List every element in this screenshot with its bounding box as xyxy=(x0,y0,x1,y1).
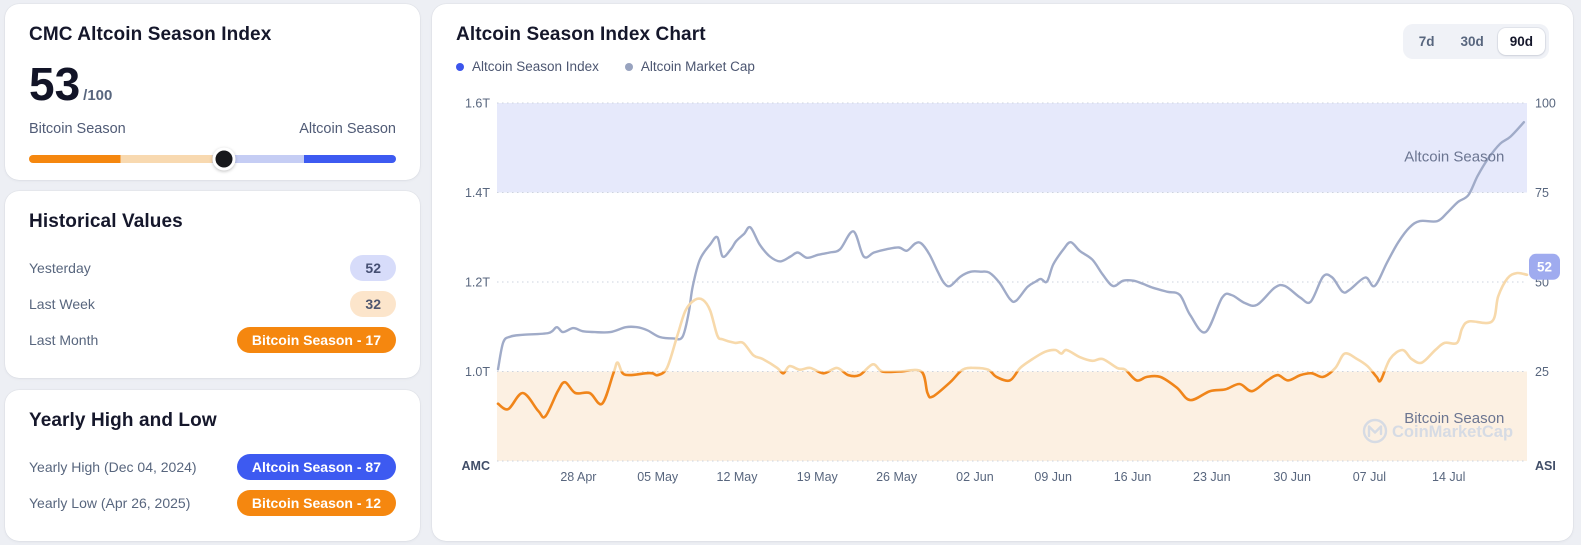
historical-values-title: Historical Values xyxy=(29,211,183,232)
range-button-30d[interactable]: 30d xyxy=(1448,28,1495,55)
chart-title: Altcoin Season Index Chart xyxy=(456,24,706,45)
row-label: Last Week xyxy=(29,296,95,312)
left-axis-tick: 1.4T xyxy=(465,186,490,200)
row-label: Yearly Low (Apr 26, 2025) xyxy=(29,495,191,511)
season-labels: Bitcoin Season Altcoin Season xyxy=(29,121,396,137)
x-axis-tick: 19 May xyxy=(797,470,839,484)
legend-label: Altcoin Season Index xyxy=(472,59,599,74)
historical-row-last-month: Last Month Bitcoin Season - 17 xyxy=(29,327,396,353)
altcoin-season-index-line-high xyxy=(612,271,1529,372)
x-axis-tick: 28 Apr xyxy=(560,470,596,484)
current-value-badge: 52 xyxy=(1529,253,1560,280)
legend-item-altcoin-market-cap[interactable]: Altcoin Market Cap xyxy=(624,59,755,74)
season-slider-knob[interactable] xyxy=(212,147,235,171)
yearly-low-row: Yearly Low (Apr 26, 2025) Bitcoin Season… xyxy=(29,490,396,516)
svg-text:52: 52 xyxy=(1537,259,1552,274)
yearly-high-row: Yearly High (Dec 04, 2024) Altcoin Seaso… xyxy=(29,454,396,480)
yearly-high-low-title: Yearly High and Low xyxy=(29,410,217,431)
index-score: 53 /100 xyxy=(29,58,396,110)
historical-values-card: Historical Values Yesterday 52 Last Week… xyxy=(5,191,420,378)
x-axis-tick: 14 Jul xyxy=(1432,470,1465,484)
altcoin-season-zone xyxy=(497,103,1527,193)
value-badge: Bitcoin Season - 17 xyxy=(236,327,396,353)
x-axis-tick: 12 May xyxy=(717,470,759,484)
chart-card: Altcoin Season Index Chart Altcoin Seaso… xyxy=(432,4,1573,541)
x-axis-tick: 07 Jul xyxy=(1353,470,1386,484)
x-axis-tick: 30 Jun xyxy=(1273,470,1311,484)
index-score-max: /100 xyxy=(83,87,113,104)
chart-title-block: Altcoin Season Index Chart Altcoin Seaso… xyxy=(456,24,755,74)
left-axis-tick: 1.2T xyxy=(465,276,490,290)
value-badge: 32 xyxy=(350,291,396,317)
altcoin-season-label: Altcoin Season xyxy=(299,121,396,137)
right-axis-tick: 75 xyxy=(1535,186,1549,200)
coinmarketcap-watermark-text: CoinMarketCap xyxy=(1392,423,1513,441)
x-axis-tick: 02 Jun xyxy=(956,470,994,484)
yearly-high-low-card: Yearly High and Low Yearly High (Dec 04,… xyxy=(5,390,420,541)
coinmarketcap-watermark xyxy=(1362,418,1388,444)
chart-header: Altcoin Season Index Chart Altcoin Seaso… xyxy=(456,24,1549,74)
left-axis-tick: 1.0T xyxy=(465,365,490,379)
value-badge: 52 xyxy=(350,255,396,281)
chart-svg: Altcoin Season Bitcoin Season CoinMarketC… xyxy=(462,97,1560,484)
x-axis-tick: 16 Jun xyxy=(1114,470,1152,484)
row-label: Last Month xyxy=(29,332,99,348)
altcoin-season-index-line-low xyxy=(496,371,1386,419)
legend-item-altcoin-season-index[interactable]: Altcoin Season Index xyxy=(456,59,599,74)
right-axis-label: ASI xyxy=(1535,459,1556,473)
chart-legend: Altcoin Season Index Altcoin Market Cap xyxy=(456,59,755,74)
altcoin-market-cap-line xyxy=(496,121,1526,371)
index-score-value: 53 xyxy=(29,58,81,110)
index-card-title: CMC Altcoin Season Index xyxy=(29,24,272,45)
historical-rows: Yesterday 52 Last Week 32 Last Month Bit… xyxy=(29,255,396,353)
range-button-90d[interactable]: 90d xyxy=(1497,28,1545,55)
chart[interactable]: Altcoin Season Bitcoin Season CoinMarketC… xyxy=(456,97,1574,497)
left-axis-label: AMC xyxy=(462,459,490,473)
right-axis-tick: 100 xyxy=(1535,97,1556,111)
row-label: Yearly High (Dec 04, 2024) xyxy=(29,459,197,475)
legend-dot-market-cap xyxy=(624,62,633,71)
bitcoin-season-label: Bitcoin Season xyxy=(29,121,126,137)
value-badge: Bitcoin Season - 12 xyxy=(236,490,396,516)
left-axis-tick: 1.6T xyxy=(465,97,490,111)
yearly-rows: Yearly High (Dec 04, 2024) Altcoin Seaso… xyxy=(29,454,396,516)
bitcoin-season-zone xyxy=(497,371,1527,461)
bitcoin-season-zone-label: Bitcoin Season xyxy=(1404,410,1504,427)
x-axis-tick: 23 Jun xyxy=(1193,470,1231,484)
index-card: CMC Altcoin Season Index 53 /100 Bitcoin… xyxy=(5,4,420,180)
row-label: Yesterday xyxy=(29,260,91,276)
legend-label: Altcoin Market Cap xyxy=(640,59,755,74)
historical-row-yesterday: Yesterday 52 xyxy=(29,255,396,281)
x-axis-tick: 26 May xyxy=(876,470,918,484)
right-axis-tick: 25 xyxy=(1535,365,1549,379)
x-axis-tick: 05 May xyxy=(637,470,679,484)
legend-dot-index xyxy=(456,62,464,71)
x-axis-tick: 09 Jun xyxy=(1034,470,1072,484)
altcoin-season-zone-label: Altcoin Season xyxy=(1404,149,1504,166)
season-slider[interactable] xyxy=(29,147,396,171)
value-badge: Altcoin Season - 87 xyxy=(236,454,396,480)
historical-row-last-week: Last Week 32 xyxy=(29,291,396,317)
range-button-7d[interactable]: 7d xyxy=(1407,28,1447,55)
range-selector: 7d 30d 90d xyxy=(1402,24,1549,59)
